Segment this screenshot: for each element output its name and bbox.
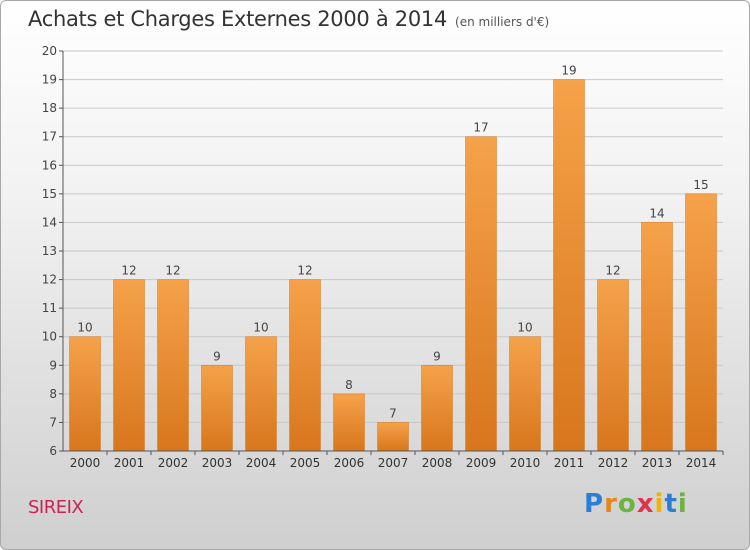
y-tick-label: 10 (42, 330, 57, 344)
proxiti-logo: Proxiti (584, 489, 688, 519)
logo-letter: P (584, 489, 605, 519)
title-row: Achats et Charges Externes 2000 à 2014 (e… (28, 7, 549, 31)
bar (509, 336, 541, 452)
x-tick-label: 2012 (598, 456, 629, 470)
data-label: 12 (297, 264, 312, 278)
y-tick-label: 12 (42, 273, 57, 287)
y-tick-label: 18 (42, 101, 57, 115)
data-label: 12 (121, 264, 136, 278)
data-label: 15 (693, 178, 708, 192)
x-tick-label: 2005 (290, 456, 321, 470)
logo-letter: t (664, 489, 678, 519)
bar (113, 279, 145, 452)
x-tick-label: 2006 (334, 456, 365, 470)
x-tick-label: 2014 (686, 456, 717, 470)
x-tick-label: 2002 (158, 456, 189, 470)
data-label: 12 (605, 264, 620, 278)
data-label: 12 (165, 264, 180, 278)
logo-letter: x (636, 489, 655, 519)
x-tick-label: 2001 (114, 456, 145, 470)
bar (641, 222, 673, 452)
commune-name: SIREIX (28, 497, 84, 518)
data-label: 9 (213, 349, 221, 363)
x-tick-label: 2007 (378, 456, 409, 470)
y-tick-label: 7 (49, 415, 57, 429)
y-tick-label: 9 (49, 358, 57, 372)
x-tick-label: 2013 (642, 456, 673, 470)
bar (201, 365, 233, 452)
chart-title: Achats et Charges Externes 2000 à 2014 (28, 7, 448, 31)
y-tick-label: 13 (42, 244, 57, 258)
data-label: 8 (345, 378, 353, 392)
x-tick-label: 2011 (554, 456, 585, 470)
y-tick-label: 14 (42, 215, 57, 229)
data-label: 9 (433, 349, 441, 363)
x-tick-label: 2008 (422, 456, 453, 470)
data-label: 7 (389, 406, 397, 420)
bar (157, 279, 189, 452)
y-tick-label: 19 (42, 73, 57, 87)
logo-letter: r (604, 489, 618, 519)
x-tick-label: 2003 (202, 456, 233, 470)
x-tick-label: 2000 (70, 456, 101, 470)
data-label: 19 (561, 64, 576, 78)
bar (553, 79, 585, 452)
y-tick-label: 20 (42, 44, 57, 58)
bar (685, 193, 717, 452)
bar (333, 393, 365, 452)
x-tick-label: 2004 (246, 456, 277, 470)
data-label: 10 (253, 321, 268, 335)
logo-letter: i (677, 489, 688, 519)
data-label: 17 (473, 121, 488, 135)
data-label: 10 (77, 321, 92, 335)
y-tick-label: 8 (49, 387, 57, 401)
bar (377, 422, 409, 452)
axes: 6 7 8 9 10 11 12 13 14 15 16 17 18 19 20 2000 2001 2002 20… (42, 44, 724, 470)
bar (69, 336, 101, 452)
bar (289, 279, 321, 452)
x-tick-label: 2010 (510, 456, 541, 470)
y-tick-label: 6 (49, 444, 57, 458)
bar (421, 365, 453, 452)
y-tick-label: 11 (42, 301, 57, 315)
logo-letter: o (617, 489, 637, 519)
bars (69, 79, 717, 452)
data-label: 10 (517, 321, 532, 335)
bar (245, 336, 277, 452)
y-tick-label: 16 (42, 158, 57, 172)
bar (597, 279, 629, 452)
logo-letter: i (654, 489, 665, 519)
y-tick-label: 15 (42, 187, 57, 201)
x-tick-label: 2009 (466, 456, 497, 470)
chart-subtitle: (en milliers d'€) (455, 15, 550, 29)
y-tick-label: 17 (42, 130, 57, 144)
data-label: 14 (649, 206, 664, 220)
data-labels: 10 12 12 9 10 12 8 7 9 17 10 19 12 14 15 (77, 64, 708, 421)
bar (465, 136, 497, 452)
